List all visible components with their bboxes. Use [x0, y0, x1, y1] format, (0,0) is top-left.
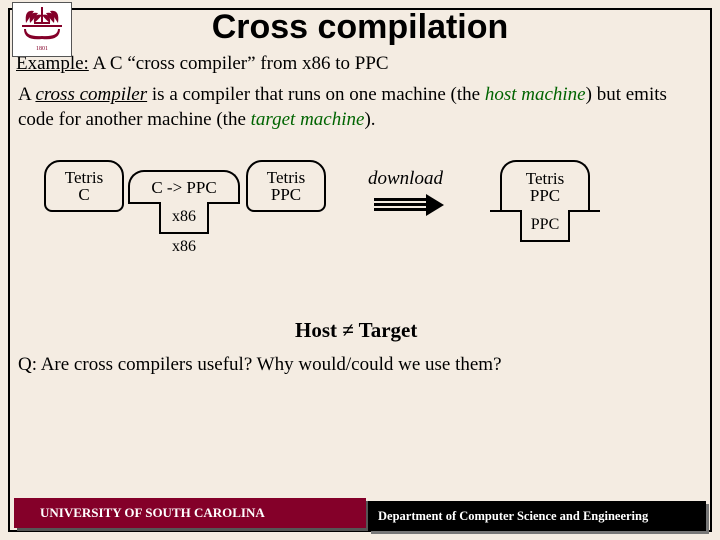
box4-line2: PPC	[502, 187, 588, 205]
box4-stem: PPC	[520, 212, 570, 242]
diagram-area: Tetris C C -> PPC x86 x86 Tetris PPC dow…	[0, 138, 720, 348]
tombstone-compiler: C -> PPC x86 x86	[128, 170, 240, 260]
box2-stem2: x86	[159, 234, 209, 260]
box3-line2: PPC	[248, 186, 324, 204]
box2-stem1: x86	[159, 204, 209, 234]
tombstone-tetris-ppc-ppc: Tetris PPC PPC	[500, 160, 590, 242]
footer: UNIVERSITY OF SOUTH CAROLINA Department …	[14, 498, 706, 528]
tombstone-tetris-c: Tetris C	[44, 160, 124, 212]
box4-line1: Tetris	[502, 170, 588, 188]
box1-line2: C	[46, 186, 122, 204]
footer-university: UNIVERSITY OF SOUTH CAROLINA	[14, 498, 366, 528]
tombstone-tetris-ppc: Tetris PPC	[246, 160, 326, 212]
host-neq-target: Host ≠ Target	[295, 318, 417, 343]
box3-line1: Tetris	[248, 169, 324, 187]
box2-top: C -> PPC	[130, 179, 238, 197]
footer-department: Department of Computer Science and Engin…	[368, 501, 706, 531]
university-logo: 1801	[12, 2, 72, 57]
svg-text:1801: 1801	[36, 46, 48, 52]
download-arrow	[374, 198, 444, 210]
download-label: download	[368, 168, 443, 190]
box1-line1: Tetris	[46, 169, 122, 187]
